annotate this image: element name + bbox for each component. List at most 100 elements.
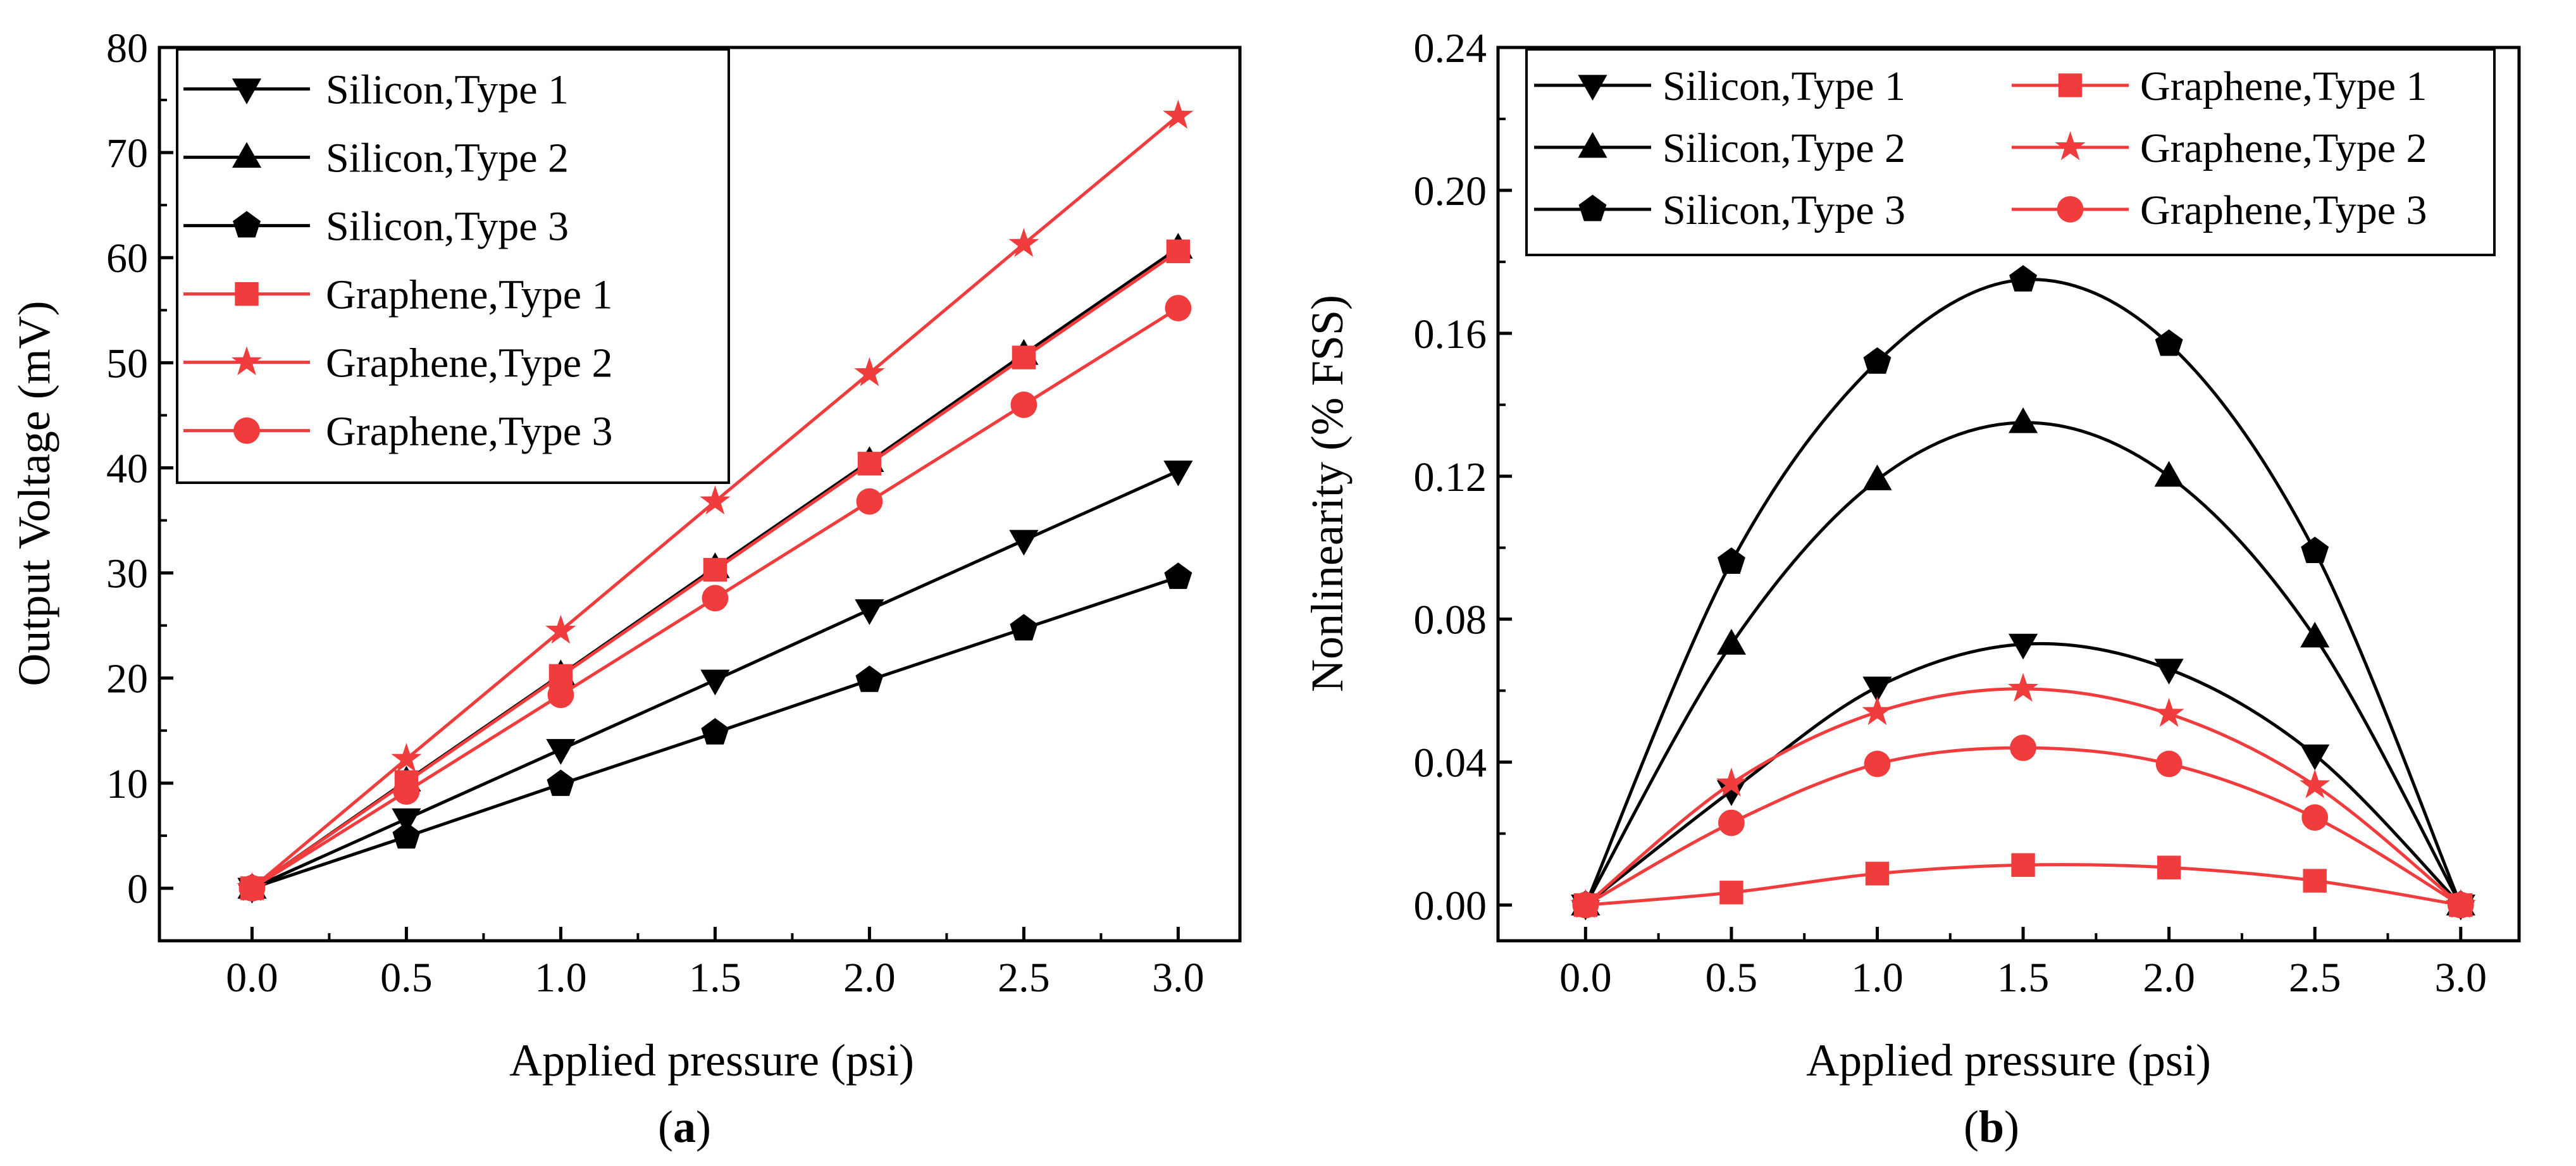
legend-label: Silicon,Type 1 xyxy=(326,67,569,113)
data-point xyxy=(1862,676,1892,703)
legend-entries: Silicon,Type 1 Silicon,Type 2 Silicon,Type… xyxy=(1534,63,2427,233)
panel-label: (b) xyxy=(1964,1101,2019,1152)
legend-item: Silicon,Type 1 xyxy=(183,67,569,113)
panel-label: (a) xyxy=(658,1101,711,1152)
y-tick-label: 0.12 xyxy=(1414,454,1487,500)
data-point xyxy=(2301,804,2329,831)
y-axis-title: Output Voltage (mV) xyxy=(9,301,59,686)
y-tick-label: 30 xyxy=(106,551,148,597)
series-silicon-type-3 xyxy=(1571,265,2475,917)
legend-label: Graphene,Type 2 xyxy=(2140,125,2427,171)
legend: Silicon,Type 1 Silicon,Type 2 Silicon,Type… xyxy=(1525,48,2496,256)
panel-label-letter: a xyxy=(673,1101,696,1152)
data-point xyxy=(2155,329,2183,356)
data-point xyxy=(1163,99,1194,129)
legend-marker xyxy=(2058,73,2083,97)
data-point xyxy=(700,485,731,515)
y-tick-label: 50 xyxy=(106,340,148,387)
x-tick-label: 1.5 xyxy=(1997,955,2050,1001)
legend-marker xyxy=(1578,194,1607,221)
data-point xyxy=(1716,767,1747,797)
data-point xyxy=(2153,698,2184,727)
data-point xyxy=(854,357,885,387)
legend-item: Silicon,Type 1 xyxy=(1534,63,1905,109)
legend-label: Graphene,Type 1 xyxy=(2140,63,2427,109)
data-point xyxy=(1010,614,1038,641)
y-tick-label: 60 xyxy=(106,235,148,282)
data-point xyxy=(1862,696,1893,725)
data-point xyxy=(856,488,883,515)
panel-label-close: ) xyxy=(2004,1101,2019,1152)
y-tick-label: 0.16 xyxy=(1414,311,1487,357)
data-point xyxy=(2300,769,2331,798)
data-point xyxy=(547,769,575,797)
y-tick-label: 20 xyxy=(106,656,148,702)
series-silicon-type-2 xyxy=(1571,407,2475,916)
data-point xyxy=(1865,862,1890,886)
x-axis-ticks: 0.0 0.5 1.0 1.5 2.0 2.5 3.0 xyxy=(1559,927,2487,1001)
data-point xyxy=(2010,735,2036,761)
x-axis-ticks: 0.0 0.5 1.0 1.5 2.0 2.5 3.0 xyxy=(226,927,1204,1001)
data-point xyxy=(393,778,420,805)
data-point xyxy=(1010,391,1037,418)
x-tick-label: 0.5 xyxy=(380,955,433,1001)
y-tick-label: 0.08 xyxy=(1414,597,1487,643)
series-graphene-type-2 xyxy=(1570,673,2476,918)
data-point xyxy=(2011,853,2035,877)
legend-marker xyxy=(233,417,260,444)
x-tick-label: 1.5 xyxy=(689,955,741,1001)
panel-b: 0.00 0.04 0.08 0.12 0.16 0.20 0.24 0.0 0.5 1.0 1.… xyxy=(1302,25,2521,1152)
data-point xyxy=(545,614,576,644)
y-tick-label: 0.04 xyxy=(1414,740,1487,786)
data-point xyxy=(1719,881,1743,905)
y-axis-ticks: 0 10 20 30 40 50 60 70 80 xyxy=(106,25,173,912)
legend-marker xyxy=(233,211,261,238)
legend-marker xyxy=(235,282,259,306)
data-point xyxy=(2301,536,2329,564)
x-tick-label: 0.5 xyxy=(1706,955,1758,1001)
x-tick-label: 2.0 xyxy=(2143,955,2195,1001)
data-point xyxy=(2009,265,2038,292)
x-tick-label: 2.5 xyxy=(2289,955,2341,1001)
legend-marker xyxy=(232,142,262,168)
legend-label: Silicon,Type 2 xyxy=(326,135,569,182)
legend-entries: Silicon,Type 1 Silicon,Type 2 Silicon,Type… xyxy=(183,67,613,455)
data-point xyxy=(1718,809,1745,836)
y-tick-label: 0 xyxy=(127,866,148,912)
series-group xyxy=(237,99,1194,904)
legend-marker xyxy=(2055,131,2086,161)
data-point xyxy=(1008,228,1039,257)
x-tick-label: 3.0 xyxy=(2435,955,2487,1001)
series-group xyxy=(1570,265,2476,921)
series-silicon-type-3 xyxy=(238,562,1192,900)
data-point xyxy=(1572,891,1599,919)
data-point xyxy=(547,681,574,709)
data-point xyxy=(2154,461,2184,487)
series-line xyxy=(1584,278,2463,906)
data-point xyxy=(1165,295,1192,321)
y-axis-title: Nonlinearity (% FSS) xyxy=(1302,295,1353,692)
data-point xyxy=(238,875,266,902)
data-point xyxy=(2303,869,2327,893)
data-point xyxy=(2155,750,2183,778)
data-point xyxy=(2008,633,2038,660)
series-silicon-type-1 xyxy=(237,460,1193,904)
legend-item: Graphene,Type 3 xyxy=(2012,187,2427,233)
legend-label: Graphene,Type 1 xyxy=(326,272,613,318)
y-tick-label: 0.00 xyxy=(1414,883,1487,929)
x-tick-label: 2.5 xyxy=(998,955,1050,1001)
data-point xyxy=(855,665,884,692)
y-tick-label: 70 xyxy=(106,130,148,177)
x-axis-title: Applied pressure (psi) xyxy=(509,1035,914,1086)
panel-label-open: ( xyxy=(1964,1101,1979,1152)
legend-label: Silicon,Type 3 xyxy=(1663,187,1905,233)
legend: Silicon,Type 1 Silicon,Type 2 Silicon,Type… xyxy=(176,48,730,484)
x-tick-label: 3.0 xyxy=(1152,955,1204,1001)
legend-item: Silicon,Type 2 xyxy=(183,135,569,182)
data-point xyxy=(546,739,576,765)
data-point xyxy=(2447,891,2474,919)
data-point xyxy=(1009,530,1039,556)
x-axis-title: Applied pressure (psi) xyxy=(1806,1035,2211,1086)
legend-box xyxy=(1525,48,2496,256)
